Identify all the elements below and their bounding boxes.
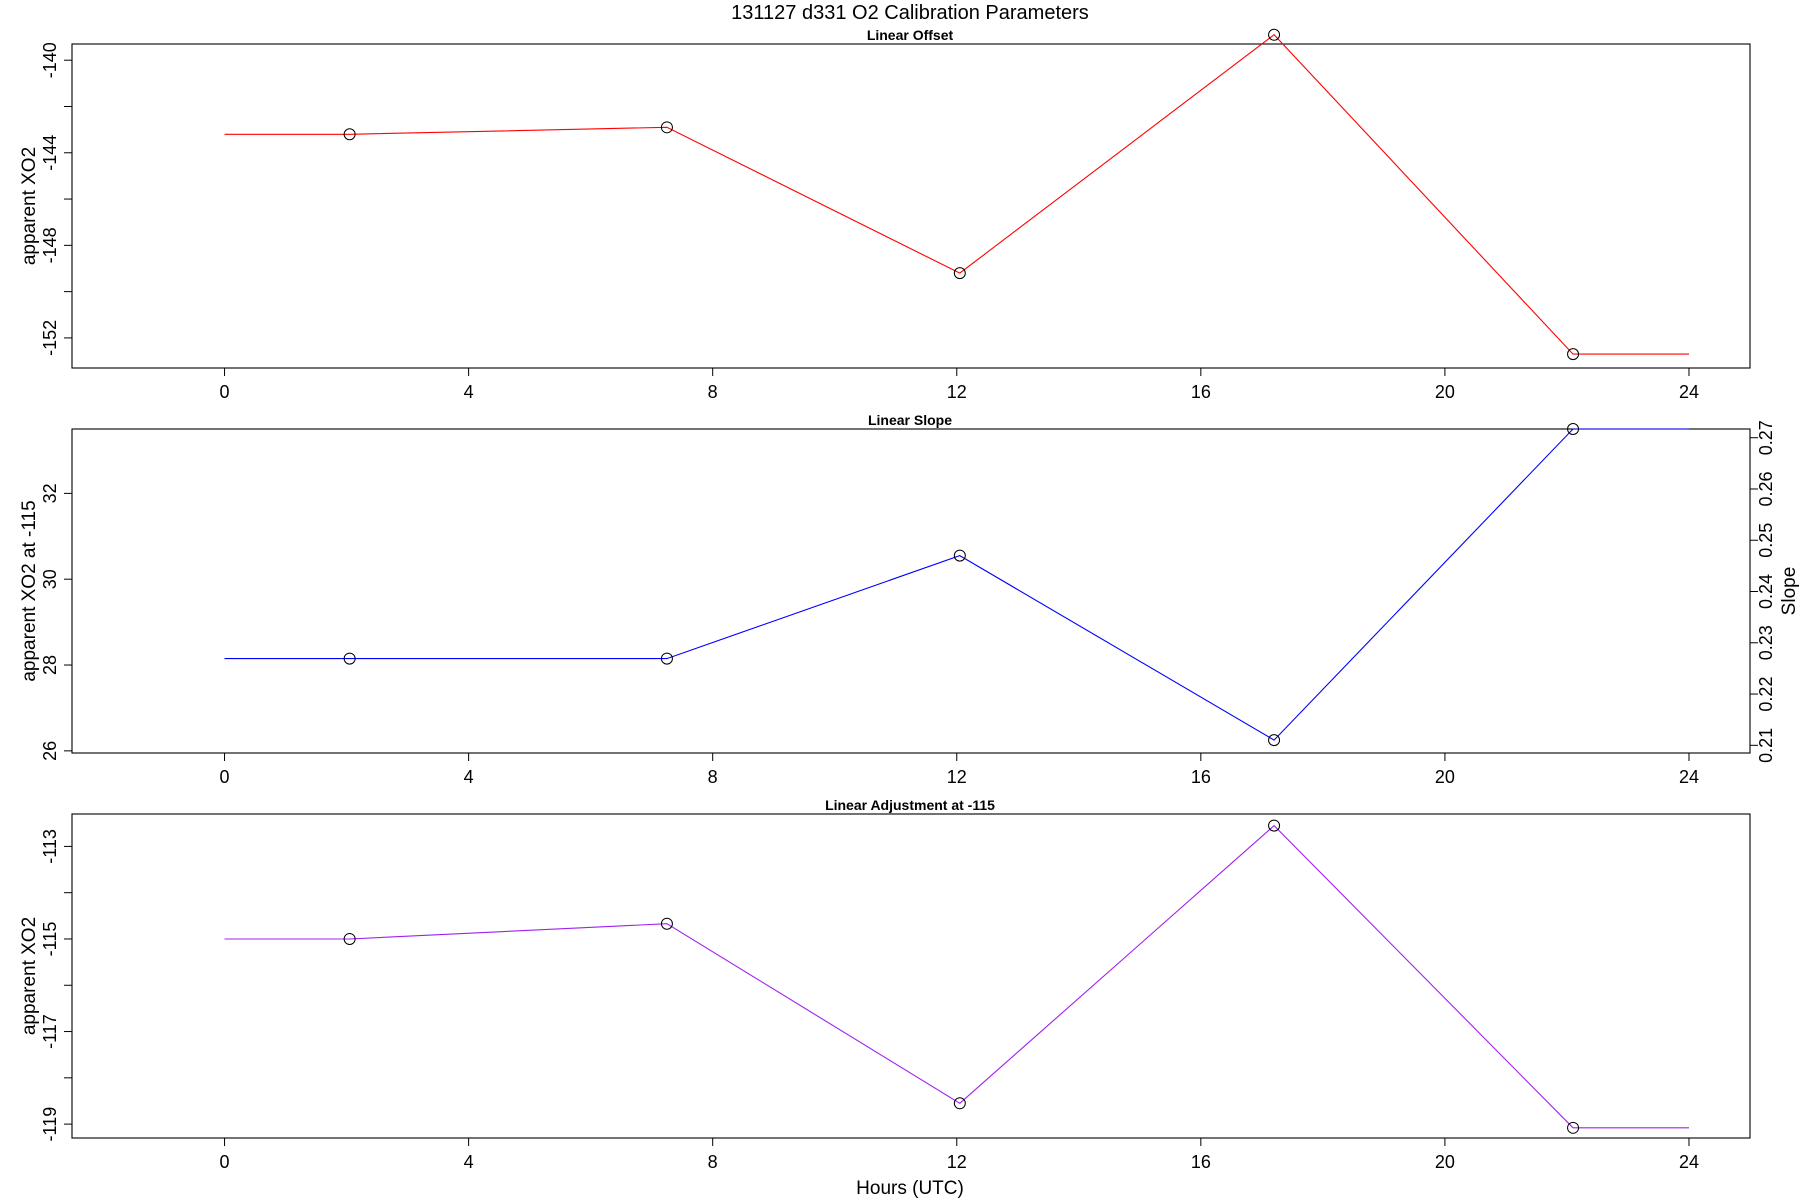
x-tick-label: 12: [947, 1152, 967, 1172]
y-tick-label: -113: [40, 829, 60, 864]
y-tick-label: 28: [40, 655, 60, 675]
x-tick-label: 8: [708, 382, 718, 402]
x-tick-label: 16: [1191, 1152, 1211, 1172]
x-tick-label: 24: [1679, 1152, 1699, 1172]
panel-title: Linear Adjustment at -115: [825, 797, 995, 813]
y-axis-label: apparent XO2 at -115: [19, 500, 40, 681]
plot-frame: [71, 813, 1751, 1139]
y-tick-label: 26: [40, 741, 60, 761]
data-point: [660, 121, 673, 134]
x-tick-label: 4: [464, 382, 474, 402]
y-tick-label: -140: [40, 42, 60, 78]
y2-tick-label: 0.27: [1756, 420, 1776, 455]
y-tick-label: -119: [40, 1107, 60, 1142]
x-tick-label: 24: [1679, 382, 1699, 402]
x-tick-label: 12: [947, 767, 967, 787]
y-tick-label: 30: [40, 569, 60, 589]
data-point: [1268, 28, 1281, 41]
data-point: [953, 267, 966, 280]
data-point: [953, 549, 966, 562]
y2-tick-label: 0.23: [1756, 625, 1776, 660]
series-line: [224, 824, 1689, 1129]
x-tick-label: 24: [1679, 767, 1699, 787]
x-tick-label: 8: [708, 1152, 718, 1172]
x-tick-label: 0: [220, 767, 230, 787]
series-line: [224, 33, 1689, 355]
x-tick-label: 8: [708, 767, 718, 787]
x-axis-label: Hours (UTC): [856, 1178, 964, 1199]
x-tick-label: 0: [220, 1152, 230, 1172]
series-line: [224, 428, 1689, 741]
x-tick-label: 4: [464, 767, 474, 787]
y2-tick-label: 0.24: [1756, 574, 1776, 609]
data-point: [343, 128, 356, 141]
data-point: [660, 652, 673, 665]
data-point: [343, 652, 356, 665]
data-point: [1268, 819, 1281, 832]
data-point: [1567, 348, 1580, 361]
data-point: [953, 1097, 966, 1110]
y-tick-label: -117: [40, 1014, 60, 1049]
y-axis-label: apparent XO2: [19, 917, 40, 1035]
x-tick-label: 16: [1191, 767, 1211, 787]
plot-frame: [71, 428, 1751, 754]
y-tick-label: -144: [40, 135, 60, 171]
y-tick-label: 32: [40, 483, 60, 503]
x-tick-label: 16: [1191, 382, 1211, 402]
x-tick-label: 0: [220, 382, 230, 402]
x-tick-label: 20: [1435, 382, 1455, 402]
y-tick-label: -152: [40, 320, 60, 356]
x-tick-label: 12: [947, 382, 967, 402]
x-tick-label: 4: [464, 1152, 474, 1172]
y-tick-label: -148: [40, 227, 60, 263]
y-axis-label: apparent XO2: [19, 147, 40, 265]
data-point: [1567, 423, 1580, 435]
main-title: 131127 d331 O2 Calibration Parameters: [731, 2, 1089, 24]
y2-tick-label: 0.25: [1756, 523, 1776, 558]
y2-tick-label: 0.21: [1756, 728, 1776, 763]
data-point: [1567, 1121, 1580, 1134]
y2-tick-label: 0.22: [1756, 677, 1776, 712]
y-tick-label: -115: [40, 922, 60, 957]
panel-title: Linear Offset: [867, 27, 954, 43]
panel-title: Linear Slope: [868, 412, 952, 428]
x-tick-label: 20: [1435, 1152, 1455, 1172]
y2-tick-label: 0.26: [1756, 471, 1776, 506]
data-point: [343, 932, 356, 945]
data-point: [660, 917, 673, 930]
plot-frame: [71, 43, 1751, 369]
x-tick-label: 20: [1435, 767, 1455, 787]
data-point: [1268, 734, 1281, 747]
y2-axis-label: Slope: [1779, 567, 1800, 616]
